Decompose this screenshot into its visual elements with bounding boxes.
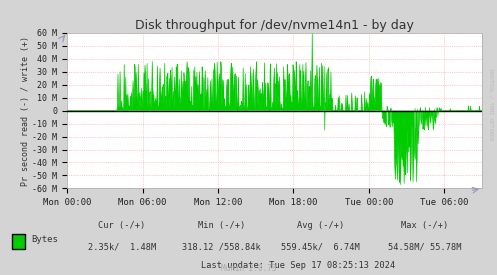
Text: Last update: Tue Sep 17 08:25:13 2024: Last update: Tue Sep 17 08:25:13 2024	[201, 261, 395, 270]
Text: Bytes: Bytes	[31, 235, 58, 244]
Y-axis label: Pr second read (-) / write (+): Pr second read (-) / write (+)	[20, 36, 30, 186]
Text: Avg (-/+): Avg (-/+)	[297, 221, 344, 230]
Text: Max (-/+): Max (-/+)	[401, 221, 449, 230]
Text: Cur (-/+): Cur (-/+)	[98, 221, 146, 230]
Text: Munin 2.0.73: Munin 2.0.73	[221, 264, 276, 273]
Title: Disk throughput for /dev/nvme14n1 - by day: Disk throughput for /dev/nvme14n1 - by d…	[135, 19, 414, 32]
Text: 54.58M/ 55.78M: 54.58M/ 55.78M	[388, 243, 462, 252]
Text: 2.35k/  1.48M: 2.35k/ 1.48M	[87, 243, 156, 252]
Text: 559.45k/  6.74M: 559.45k/ 6.74M	[281, 243, 360, 252]
Text: Min (-/+): Min (-/+)	[197, 221, 245, 230]
Text: RRDTOOL / TOBI OETIKER: RRDTOOL / TOBI OETIKER	[489, 69, 494, 140]
Text: 318.12 /558.84k: 318.12 /558.84k	[182, 243, 260, 252]
